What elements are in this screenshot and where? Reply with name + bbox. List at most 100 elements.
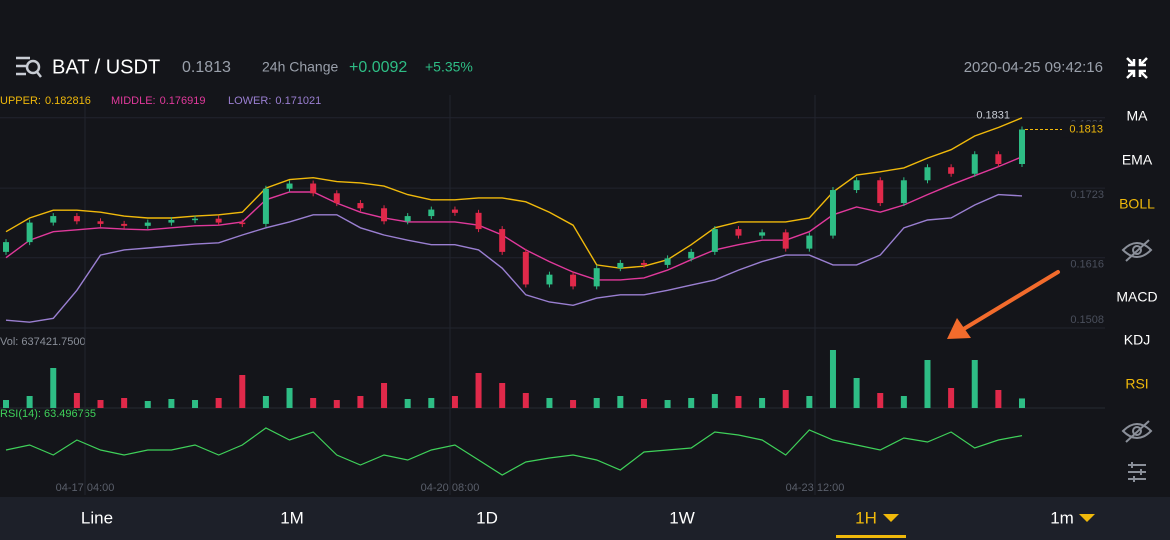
- interval-tab[interactable]: 1D: [476, 508, 498, 527]
- eye-off-icon[interactable]: [1121, 239, 1153, 262]
- high-label: 0.1831: [976, 110, 1010, 122]
- volume-bar: [262, 396, 269, 408]
- legend-value: 0.182816: [45, 95, 91, 107]
- indicator-option[interactable]: KDJ: [1124, 332, 1150, 348]
- candle: [333, 193, 340, 204]
- candle: [121, 223, 128, 226]
- candle: [381, 208, 388, 222]
- rsi-value: 63.496765: [44, 408, 96, 420]
- volume-bar: [782, 390, 789, 408]
- interval-tab[interactable]: 1M: [280, 508, 304, 527]
- volume-bar: [192, 400, 199, 408]
- interval-tab[interactable]: 1W: [669, 508, 695, 527]
- candle: [664, 258, 671, 265]
- indicator-option[interactable]: MA: [1127, 108, 1149, 124]
- volume-bar: [948, 388, 955, 408]
- volume-bar: [286, 388, 293, 408]
- volume-bar: [404, 399, 411, 408]
- dropdown-caret: [883, 514, 899, 522]
- volume-bar: [215, 397, 222, 408]
- collapse-icon[interactable]: [1126, 57, 1148, 79]
- change-percent: +5.35%: [425, 59, 473, 75]
- candle: [215, 218, 222, 223]
- last-price-label: 0.1813: [1069, 123, 1103, 135]
- y-tick-label: 0.1723: [1070, 189, 1104, 201]
- annotation-arrow: [947, 270, 1060, 339]
- candle: [1019, 129, 1025, 165]
- y-tick-label: 0.1508: [1070, 314, 1104, 326]
- indicator-option[interactable]: EMA: [1122, 152, 1153, 168]
- volume-bar: [735, 396, 742, 408]
- interval-tab[interactable]: Line: [81, 508, 113, 527]
- candle: [192, 218, 199, 221]
- interval-tab[interactable]: 1H: [855, 508, 877, 527]
- legend-label: MIDDLE:: [111, 95, 156, 107]
- candle: [522, 251, 529, 285]
- volume-bar: [144, 400, 151, 408]
- legend-label: LOWER:: [228, 95, 271, 107]
- volume-bar: [640, 399, 647, 408]
- volume-bar: [617, 396, 624, 408]
- legend-value: 0.176919: [160, 95, 206, 107]
- interval-tab[interactable]: 1m: [1050, 508, 1074, 527]
- candle: [144, 222, 151, 226]
- indicator-option[interactable]: RSI: [1125, 376, 1148, 392]
- legend-value: 0.171021: [275, 95, 321, 107]
- candle: [617, 262, 624, 269]
- pair-title[interactable]: BAT / USDT: [52, 56, 160, 78]
- volume-bar: [1019, 398, 1025, 408]
- candle: [3, 242, 9, 252]
- candle: [499, 229, 506, 252]
- candle: [853, 180, 860, 191]
- candle: [428, 209, 435, 217]
- volume-bar: [73, 393, 80, 408]
- menu-icon[interactable]: [16, 56, 42, 78]
- volume-bar: [239, 375, 246, 408]
- active-underline: [836, 535, 906, 538]
- legend-label: UPPER:: [0, 95, 41, 107]
- header-price: 0.1813: [182, 59, 231, 76]
- candle: [97, 221, 104, 224]
- volume-bar: [711, 394, 718, 408]
- volume-bar: [664, 400, 671, 408]
- volume-bar: [121, 397, 128, 408]
- volume-bar: [522, 393, 529, 408]
- volume-bar: [381, 382, 388, 408]
- indicator-option[interactable]: BOLL: [1119, 196, 1155, 212]
- settings-icon[interactable]: [1128, 462, 1146, 482]
- candle: [168, 219, 175, 223]
- volume-bar: [593, 397, 600, 408]
- band-line: [5, 117, 1023, 269]
- change-label: 24h Change: [262, 59, 339, 75]
- volume-bar: [97, 400, 104, 408]
- candle: [924, 167, 931, 181]
- candle: [948, 167, 955, 174]
- eye-off-icon[interactable]: [1121, 420, 1153, 443]
- volume-bar: [924, 360, 931, 408]
- candle: [995, 154, 1002, 165]
- bottom-bar: [0, 497, 1170, 540]
- candle: [451, 209, 458, 213]
- volume-legend: Vol: 637421.7500: [0, 336, 86, 348]
- candle: [759, 232, 766, 236]
- candle: [73, 216, 80, 222]
- candle: [971, 154, 978, 174]
- volume-bar: [877, 393, 884, 408]
- candle: [900, 180, 907, 204]
- x-tick-label: 04-23 12:00: [786, 482, 845, 494]
- volume-bar: [971, 360, 978, 408]
- candle: [806, 235, 813, 249]
- sidebar: MA EMA BOLL MACD KDJ RSI: [1116, 108, 1158, 482]
- y-tick-label: 0.1616: [1070, 259, 1104, 271]
- volume-bar: [759, 397, 766, 408]
- volume-bar: [499, 382, 506, 408]
- volume-bar: [26, 396, 33, 408]
- candle: [286, 183, 293, 189]
- candle: [829, 190, 836, 236]
- candle: [50, 216, 57, 223]
- indicator-option[interactable]: MACD: [1116, 289, 1157, 305]
- candle: [404, 216, 411, 222]
- timestamp: 2020-04-25 09:42:16: [964, 59, 1103, 76]
